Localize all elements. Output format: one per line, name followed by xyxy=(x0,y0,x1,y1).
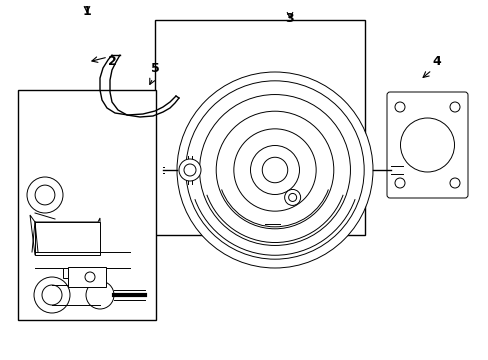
Circle shape xyxy=(262,157,287,183)
Circle shape xyxy=(394,178,404,188)
Text: 3: 3 xyxy=(285,12,294,25)
Bar xyxy=(35,222,100,255)
Circle shape xyxy=(233,129,316,211)
Circle shape xyxy=(179,159,201,181)
Circle shape xyxy=(85,272,95,282)
Bar xyxy=(88,268,102,278)
Circle shape xyxy=(284,189,300,206)
Circle shape xyxy=(34,277,70,313)
Text: 5: 5 xyxy=(150,62,159,75)
Circle shape xyxy=(449,102,459,112)
Bar xyxy=(63,268,77,278)
Circle shape xyxy=(288,193,296,202)
Bar xyxy=(18,90,156,320)
Circle shape xyxy=(86,281,114,309)
Circle shape xyxy=(250,145,299,194)
Circle shape xyxy=(177,72,372,268)
FancyBboxPatch shape xyxy=(386,92,467,198)
Circle shape xyxy=(27,177,63,213)
Circle shape xyxy=(42,285,62,305)
Circle shape xyxy=(35,185,55,205)
Bar xyxy=(52,285,100,305)
Circle shape xyxy=(199,95,350,246)
Circle shape xyxy=(394,102,404,112)
Bar xyxy=(155,20,364,235)
Text: 1: 1 xyxy=(82,5,91,18)
Circle shape xyxy=(185,81,364,259)
Text: 2: 2 xyxy=(107,55,116,68)
Circle shape xyxy=(400,118,453,172)
Text: 4: 4 xyxy=(432,55,441,68)
Circle shape xyxy=(183,164,196,176)
Circle shape xyxy=(216,111,333,229)
Bar xyxy=(68,267,106,287)
Polygon shape xyxy=(30,215,100,255)
Circle shape xyxy=(449,178,459,188)
